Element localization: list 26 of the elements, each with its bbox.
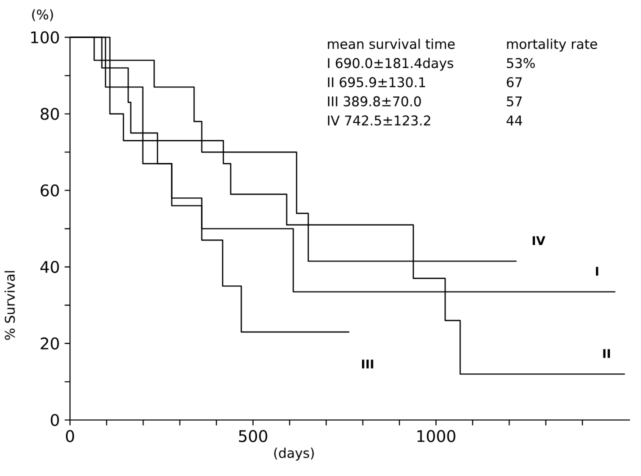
annotation: 44 (506, 116, 522, 126)
x-tick-label: 1000 (417, 430, 456, 442)
text: (%) (32, 9, 53, 22)
x-axis-title: (days) (274, 448, 314, 461)
series-label: I (596, 266, 598, 276)
series-label: IV (532, 236, 546, 246)
series-label: II (603, 349, 610, 358)
y-tick-label: 0 (50, 414, 59, 426)
y-tick-label: 100 (31, 31, 59, 44)
x-tick-label: 0 (66, 430, 74, 442)
annotation: 67 (506, 77, 522, 88)
text: III (362, 360, 374, 368)
y-tick-label: 20 (40, 337, 59, 350)
y-tick-label: 40 (40, 260, 59, 273)
y-tick-label: 80 (40, 108, 59, 120)
annotation: 57 (506, 96, 522, 106)
annotation: 53% (506, 58, 535, 68)
y-axis-title: % Survival (4, 271, 15, 340)
x-tick-label: 500 (238, 430, 268, 442)
annotation: I 690.0±181.4days (328, 58, 454, 71)
annotation: IV 742.5±123.2 (328, 115, 430, 126)
annotation: II 695.9±130.1 (328, 77, 426, 88)
annotation: III 389.8±70.0 (328, 96, 421, 106)
annotation: mean survival time (328, 38, 455, 49)
y-tick-label: 60 (40, 184, 59, 196)
annotation: mortality rate (507, 38, 598, 52)
